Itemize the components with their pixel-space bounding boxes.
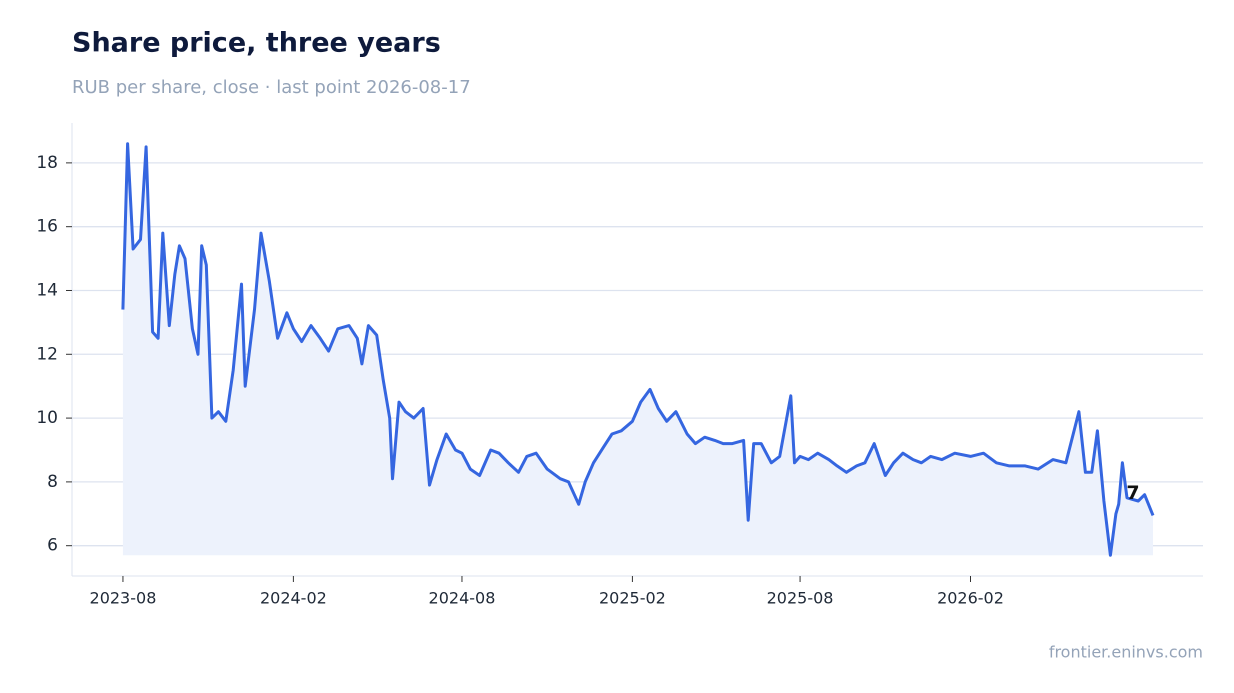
x-tick-label: 2025-08 [767, 589, 834, 608]
x-tick-label: 2024-02 [260, 589, 327, 608]
y-tick-label: 6 [47, 536, 58, 556]
x-tick-label: 2026-02 [937, 589, 1004, 608]
chart-subtitle: RUB per share, close · last point 2026-0… [72, 77, 471, 98]
price-line [121, 142, 1155, 557]
y-tick-label: 18 [36, 153, 58, 173]
y-tick-label: 10 [36, 408, 58, 428]
chart-title: Share price, three years [72, 28, 441, 59]
y-tick-label: 16 [36, 217, 58, 237]
y-tick-label: 8 [47, 472, 58, 492]
x-tick-label: 2024-08 [429, 589, 496, 608]
y-tick-label: 14 [36, 280, 58, 300]
x-tick-label: 2025-02 [599, 589, 666, 608]
y-tick-label: 12 [36, 344, 58, 364]
source: frontier.eninvs.com [1049, 643, 1203, 662]
last-value-label: 7 [1126, 482, 1139, 504]
area [122, 143, 1153, 556]
x-tick-label: 2023-08 [90, 589, 157, 608]
